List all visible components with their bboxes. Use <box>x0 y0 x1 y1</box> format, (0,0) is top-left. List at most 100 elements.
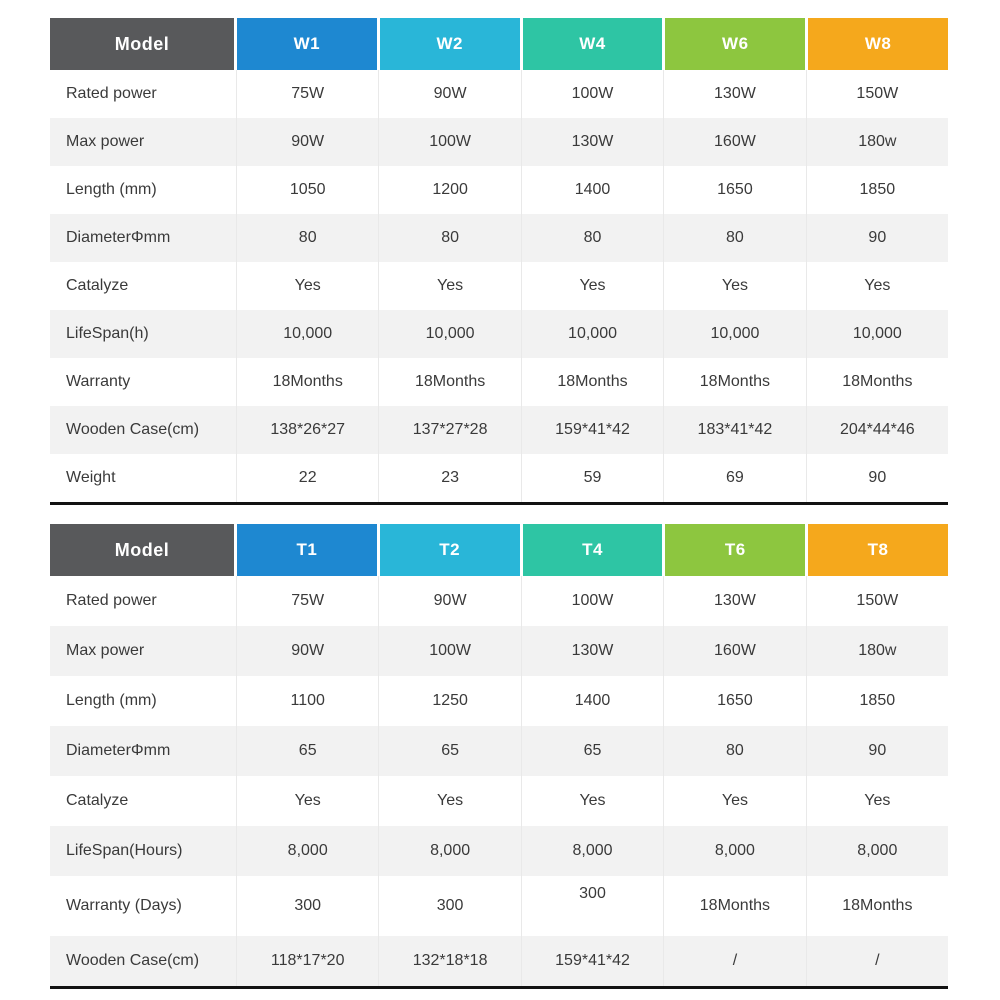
column-header: T6 <box>665 524 809 576</box>
table-row: Wooden Case(cm) 138*26*27 137*27*28 159*41*… <box>50 406 948 454</box>
row-label: Max power <box>50 626 237 676</box>
cell-value: 180w <box>858 133 897 150</box>
row-label: Weight <box>50 454 237 502</box>
cell-value: 100W <box>522 70 665 118</box>
column-header: T4 <box>522 524 666 576</box>
cell-value: / <box>664 936 807 986</box>
column-header: T8 <box>808 524 948 576</box>
cell-value: 159*41*42 <box>522 406 665 454</box>
cell-value: 10,000 <box>852 325 902 342</box>
table-w-series: Model W1 W2 W4 W6 W8 Rated power 75W 90W 100W 130W… <box>50 18 948 505</box>
cell-value: / <box>875 952 880 969</box>
row-label: Warranty <box>50 358 237 406</box>
cell-value: 8,000 <box>237 826 380 876</box>
cell-value: Yes <box>864 792 891 809</box>
column-header: W4 <box>522 18 666 70</box>
cell-value: 137*27*28 <box>379 406 522 454</box>
cell-value: 1400 <box>522 676 665 726</box>
table-row: Rated power 75W 90W 100W 130W 150W <box>50 576 948 626</box>
cell-value: 132*18*18 <box>379 936 522 986</box>
model-header: Model <box>50 18 237 70</box>
cell-value: 59 <box>522 454 665 502</box>
cell-value: 150W <box>856 85 899 102</box>
cell-value: 1850 <box>859 692 896 709</box>
table-row: Wooden Case(cm) 118*17*20 132*18*18 159*41*… <box>50 936 948 986</box>
cell-value: 90 <box>868 742 887 759</box>
table-row: LifeSpan(Hours) 8,000 8,000 8,000 8,000 8,000 <box>50 826 948 876</box>
row-label: Wooden Case(cm) <box>50 936 237 986</box>
column-header: W2 <box>379 18 523 70</box>
cell-value: 150W <box>856 592 899 609</box>
cell-value: 18Months <box>379 358 522 406</box>
cell-value: 75W <box>237 70 380 118</box>
cell-value: Yes <box>379 776 522 826</box>
cell-value: 8,000 <box>379 826 522 876</box>
cell-value: 90W <box>237 626 380 676</box>
cell-value: 65 <box>237 726 380 776</box>
header-row: Model T1 T2 T4 T6 T8 <box>50 524 948 576</box>
row-label: Rated power <box>50 576 237 626</box>
table-row: DiameterΦmm 80 80 80 80 90 <box>50 214 948 262</box>
table-row: Max power 90W 100W 130W 160W 180w <box>50 118 948 166</box>
row-label: DiameterΦmm <box>50 214 237 262</box>
model-header: Model <box>50 524 237 576</box>
cell-value: 204*44*46 <box>839 421 915 438</box>
cell-value: 10,000 <box>237 310 380 358</box>
table-row: Catalyze Yes Yes Yes Yes Yes <box>50 262 948 310</box>
cell-value: 300 <box>522 876 665 936</box>
row-label: LifeSpan(Hours) <box>50 826 237 876</box>
row-label: Length (mm) <box>50 166 237 214</box>
cell-value: 65 <box>379 726 522 776</box>
row-label: Rated power <box>50 70 237 118</box>
table-row: Max power 90W 100W 130W 160W 180w <box>50 626 948 676</box>
cell-value: 1050 <box>237 166 380 214</box>
cell-value: 183*41*42 <box>664 406 807 454</box>
cell-value: 80 <box>664 726 807 776</box>
row-label: Length (mm) <box>50 676 237 726</box>
cell-value: 18Months <box>842 373 913 390</box>
row-label: Catalyze <box>50 776 237 826</box>
cell-value: 90W <box>237 118 380 166</box>
cell-value: 90 <box>868 229 887 246</box>
table-row: DiameterΦmm 65 65 65 80 90 <box>50 726 948 776</box>
cell-value: 18Months <box>522 358 665 406</box>
cell-value: 80 <box>237 214 380 262</box>
cell-value: 100W <box>522 576 665 626</box>
cell-value: Yes <box>664 262 807 310</box>
cell-value: 65 <box>522 726 665 776</box>
cell-value: 10,000 <box>379 310 522 358</box>
table-row: Warranty 18Months 18Months 18Months 18Months… <box>50 358 948 406</box>
cell-value: 90 <box>868 469 887 486</box>
cell-value: 300 <box>379 876 522 936</box>
cell-value: 130W <box>664 70 807 118</box>
cell-value: 18Months <box>664 876 807 936</box>
cell-value: 100W <box>379 626 522 676</box>
cell-value: 18Months <box>237 358 380 406</box>
table-row: Length (mm) 1050 1200 1400 1650 1850 <box>50 166 948 214</box>
column-header: W6 <box>665 18 809 70</box>
cell-value: 90W <box>379 576 522 626</box>
cell-value: 130W <box>664 576 807 626</box>
cell-value: 23 <box>379 454 522 502</box>
cell-value: 18Months <box>664 358 807 406</box>
row-label: Max power <box>50 118 237 166</box>
header-row: Model W1 W2 W4 W6 W8 <box>50 18 948 70</box>
cell-value: 10,000 <box>522 310 665 358</box>
cell-value: 80 <box>664 214 807 262</box>
cell-value: 1650 <box>664 166 807 214</box>
column-header: W8 <box>808 18 948 70</box>
cell-value: 8,000 <box>522 826 665 876</box>
cell-value: 80 <box>522 214 665 262</box>
table-row: Warranty (Days) 300 300 300 18Months 18Months <box>50 876 948 936</box>
cell-value: Yes <box>237 776 380 826</box>
cell-value: Yes <box>522 262 665 310</box>
table-row: Weight 22 23 59 69 90 <box>50 454 948 502</box>
cell-value: 118*17*20 <box>237 936 380 986</box>
row-label: LifeSpan(h) <box>50 310 237 358</box>
table-row: LifeSpan(h) 10,000 10,000 10,000 10,000 10,00… <box>50 310 948 358</box>
cell-value: Yes <box>864 277 891 294</box>
cell-value: Yes <box>664 776 807 826</box>
column-header: W1 <box>237 18 380 70</box>
cell-value: 90W <box>379 70 522 118</box>
